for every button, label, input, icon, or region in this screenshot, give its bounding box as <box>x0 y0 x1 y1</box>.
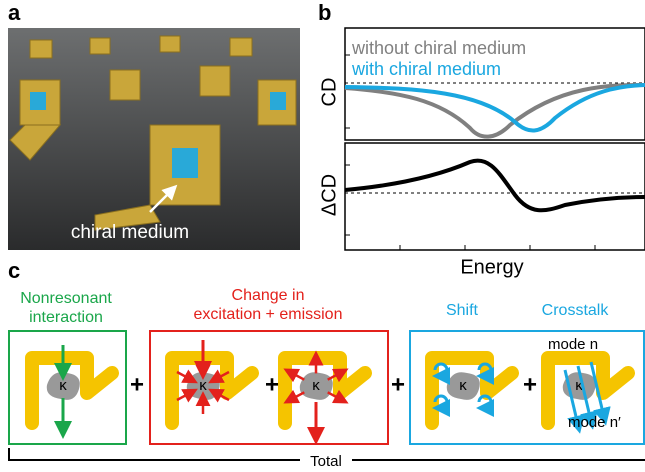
box <box>409 330 645 445</box>
plus: + <box>265 371 279 398</box>
arrow <box>327 389 349 404</box>
mechanism-title: excitation + emission <box>194 306 343 323</box>
kappa: κ <box>575 377 583 394</box>
panel-label: b <box>318 0 331 25</box>
legend-entry: without chiral medium <box>351 38 526 58</box>
kappa: κ <box>59 377 67 394</box>
arrow <box>283 368 305 383</box>
arrow <box>176 369 198 384</box>
resonator <box>425 351 519 430</box>
kappa: κ <box>459 377 467 394</box>
resonator <box>165 351 259 430</box>
mechanism-title: Shift <box>446 302 479 319</box>
mode-label: mode n′ <box>568 414 621 431</box>
panel-label: a <box>8 0 21 25</box>
box <box>149 330 389 445</box>
photo <box>8 28 300 250</box>
mechanism-title: Change in <box>232 287 305 304</box>
molecule <box>299 372 333 400</box>
kappa: κ <box>312 377 320 394</box>
mode-label: mode n <box>548 336 598 353</box>
mechanism-title: Crosstalk <box>542 302 610 319</box>
arrow <box>589 361 611 426</box>
resonator <box>25 351 119 430</box>
arrow <box>208 388 230 403</box>
mechanism-title: Nonresonant <box>20 290 112 307</box>
arrow <box>576 365 598 430</box>
plus: + <box>391 371 405 398</box>
panel-label: c <box>8 258 20 283</box>
arrow <box>208 369 230 384</box>
total-bracket <box>8 448 645 461</box>
arrow <box>432 362 451 385</box>
arrow <box>176 388 198 403</box>
resonator <box>541 351 635 430</box>
plus: + <box>523 371 537 398</box>
y-label: CD <box>318 78 340 107</box>
arrow <box>476 362 495 385</box>
curve-delta <box>344 158 645 213</box>
curve-with <box>344 83 645 133</box>
arrow <box>327 368 349 383</box>
plus: + <box>130 371 144 398</box>
mechanism-title: interaction <box>29 309 103 326</box>
arrow <box>283 389 305 404</box>
x-label: Energy <box>460 256 523 278</box>
kappa: κ <box>199 377 207 394</box>
legend-entry: with chiral medium <box>351 59 501 79</box>
curve-without <box>344 83 645 139</box>
total-label: Total <box>310 453 342 470</box>
arrow <box>432 394 451 417</box>
arrow <box>476 394 495 417</box>
photo-label: chiral medium <box>71 222 189 243</box>
plot-frame <box>344 27 645 251</box>
y-label: ΔCD <box>318 174 340 216</box>
box <box>8 330 127 445</box>
molecule <box>446 372 480 400</box>
arrow <box>563 369 585 434</box>
